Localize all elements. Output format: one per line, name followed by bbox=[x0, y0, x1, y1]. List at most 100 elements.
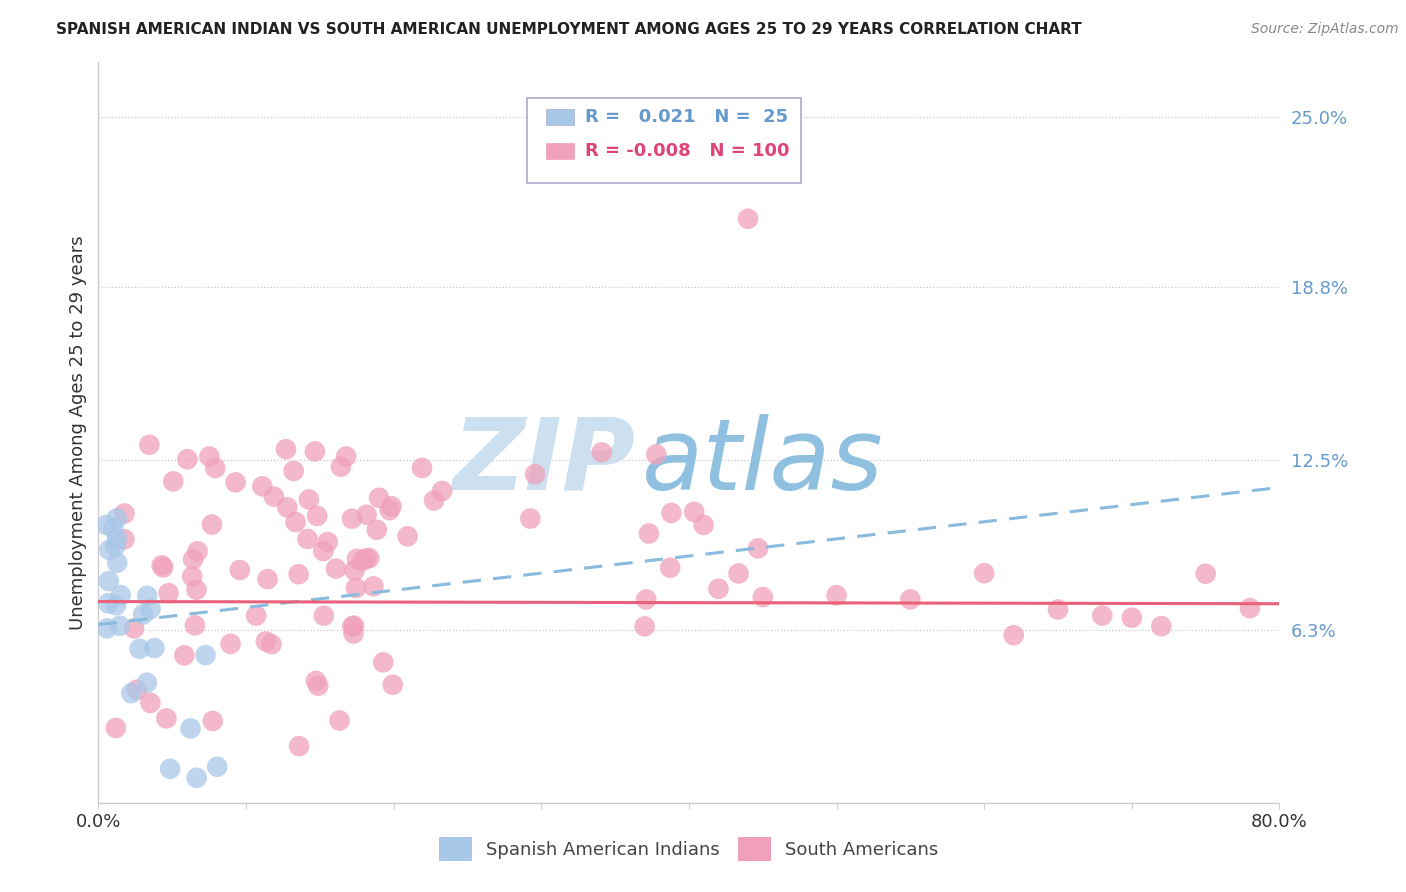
Point bbox=[284, 515, 307, 529]
Point bbox=[430, 483, 453, 498]
Point bbox=[288, 739, 311, 753]
Point bbox=[94, 517, 117, 532]
Point bbox=[683, 505, 706, 519]
Point bbox=[96, 621, 118, 635]
Point bbox=[727, 566, 749, 581]
Point bbox=[254, 634, 277, 648]
Point bbox=[354, 551, 377, 566]
Point bbox=[329, 459, 352, 474]
Point bbox=[973, 566, 995, 581]
Point bbox=[276, 500, 298, 515]
Point bbox=[1150, 619, 1173, 633]
Point bbox=[104, 599, 127, 613]
Point bbox=[283, 464, 305, 478]
Point bbox=[305, 673, 328, 688]
Point bbox=[737, 211, 759, 226]
Point bbox=[692, 517, 714, 532]
Point bbox=[219, 637, 242, 651]
Point bbox=[344, 581, 367, 595]
Point bbox=[97, 574, 120, 588]
Point bbox=[328, 714, 350, 728]
Point bbox=[97, 596, 120, 610]
Point bbox=[128, 641, 150, 656]
Point bbox=[181, 569, 204, 583]
Point bbox=[342, 619, 364, 633]
Point bbox=[298, 492, 321, 507]
Point bbox=[260, 637, 283, 651]
Point bbox=[263, 490, 285, 504]
Point bbox=[638, 526, 661, 541]
Point bbox=[634, 619, 657, 633]
Legend: Spanish American Indians, South Americans: Spanish American Indians, South American… bbox=[432, 830, 946, 868]
Point bbox=[159, 762, 181, 776]
Point bbox=[176, 452, 198, 467]
Point bbox=[198, 450, 221, 464]
Point bbox=[343, 618, 366, 632]
Point bbox=[139, 696, 162, 710]
Point bbox=[184, 618, 207, 632]
Point bbox=[105, 532, 128, 546]
Point bbox=[519, 511, 541, 525]
Point bbox=[661, 506, 683, 520]
Y-axis label: Unemployment Among Ages 25 to 29 years: Unemployment Among Ages 25 to 29 years bbox=[69, 235, 87, 630]
Point bbox=[346, 552, 368, 566]
Point bbox=[373, 656, 395, 670]
Point bbox=[1239, 601, 1261, 615]
Point bbox=[101, 521, 124, 535]
Point bbox=[900, 592, 922, 607]
Point bbox=[356, 508, 378, 522]
Point bbox=[335, 450, 357, 464]
Text: SPANISH AMERICAN INDIAN VS SOUTH AMERICAN UNEMPLOYMENT AMONG AGES 25 TO 29 YEARS: SPANISH AMERICAN INDIAN VS SOUTH AMERICA… bbox=[56, 22, 1083, 37]
Point bbox=[152, 560, 174, 574]
Point bbox=[591, 445, 613, 459]
Point bbox=[297, 532, 319, 546]
Point bbox=[104, 721, 127, 735]
Text: R = -0.008   N = 100: R = -0.008 N = 100 bbox=[585, 142, 789, 160]
Point bbox=[381, 678, 404, 692]
Point bbox=[136, 589, 159, 603]
Point bbox=[173, 648, 195, 663]
Point bbox=[1121, 610, 1143, 624]
Point bbox=[1091, 608, 1114, 623]
Point bbox=[524, 467, 547, 482]
Point bbox=[274, 442, 297, 457]
Point bbox=[1195, 566, 1218, 581]
Point bbox=[162, 475, 184, 489]
Point bbox=[707, 582, 730, 596]
Point bbox=[229, 563, 252, 577]
Point bbox=[104, 540, 127, 554]
Point bbox=[307, 508, 329, 523]
Point bbox=[340, 511, 363, 525]
Point bbox=[201, 714, 224, 728]
Point bbox=[363, 579, 385, 593]
Point bbox=[122, 621, 145, 635]
Point bbox=[143, 641, 166, 656]
Point bbox=[304, 444, 326, 458]
Point bbox=[105, 511, 128, 525]
Point bbox=[186, 771, 208, 785]
Point bbox=[132, 607, 155, 622]
Point bbox=[307, 679, 329, 693]
Point bbox=[659, 560, 682, 574]
Point bbox=[201, 517, 224, 532]
Point bbox=[194, 648, 217, 662]
Point bbox=[1002, 628, 1025, 642]
Point bbox=[120, 686, 142, 700]
Point bbox=[636, 592, 658, 607]
Point bbox=[752, 590, 775, 604]
Point bbox=[110, 588, 132, 602]
Point bbox=[108, 619, 131, 633]
Point bbox=[366, 523, 388, 537]
Point bbox=[112, 533, 135, 547]
Point bbox=[396, 529, 419, 543]
Point bbox=[423, 493, 446, 508]
Point bbox=[204, 461, 226, 475]
Point bbox=[252, 479, 274, 493]
Point bbox=[378, 503, 401, 517]
Point bbox=[343, 564, 366, 578]
Point bbox=[157, 586, 180, 600]
Point bbox=[181, 552, 204, 566]
Point bbox=[368, 491, 391, 505]
Point bbox=[180, 722, 202, 736]
Point bbox=[1046, 602, 1070, 616]
